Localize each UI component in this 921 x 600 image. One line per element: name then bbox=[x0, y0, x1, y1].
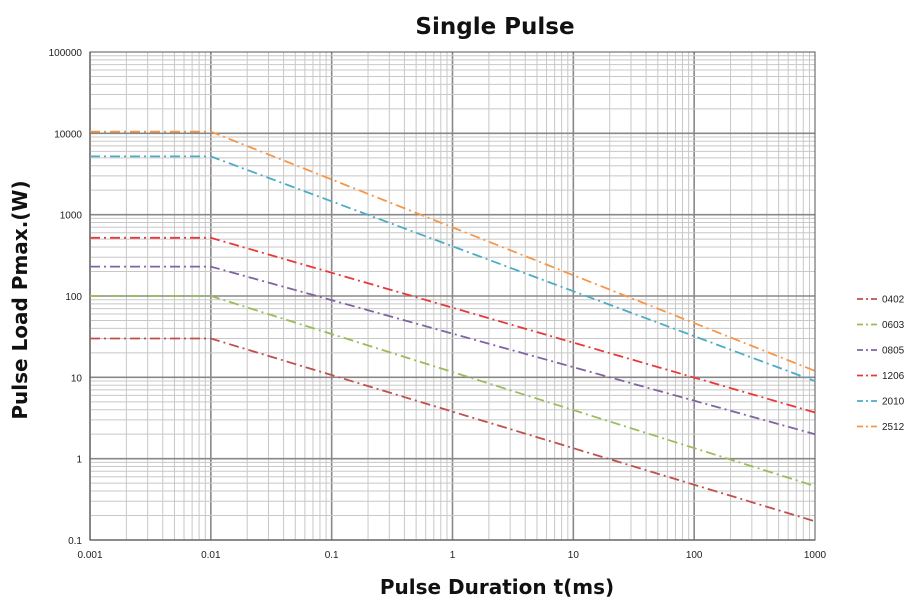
legend-label-1206: 1206 bbox=[882, 371, 905, 382]
legend-label-2010: 2010 bbox=[882, 397, 905, 408]
legend-label-2512: 2512 bbox=[882, 422, 905, 433]
x-tick-label: 10 bbox=[568, 550, 580, 561]
y-tick-label: 1000 bbox=[60, 211, 83, 222]
x-tick-label: 1 bbox=[450, 550, 456, 561]
tick-labels: 0.001 0.01 0.1 1 10 100 1000 0.1 1 10 100 1000 10000… bbox=[49, 48, 827, 561]
x-tick-label: 0.01 bbox=[201, 550, 221, 561]
y-tick-label: 1 bbox=[76, 455, 82, 466]
chart-title: Single Pulse bbox=[415, 14, 574, 40]
y-tick-label: 0.1 bbox=[68, 536, 82, 547]
x-tick-label: 0.001 bbox=[77, 550, 102, 561]
y-tick-label: 100 bbox=[65, 292, 82, 303]
y-tick-label: 10 bbox=[71, 373, 83, 384]
x-axis-title: Pulse Duration t(ms) bbox=[380, 575, 614, 599]
legend-label-0603: 0603 bbox=[882, 320, 905, 331]
y-axis-title: Pulse Load Pmax.(W) bbox=[8, 180, 32, 419]
x-tick-label: 1000 bbox=[804, 550, 827, 561]
y-tick-label: 100000 bbox=[49, 48, 83, 59]
legend-label-0805: 0805 bbox=[882, 346, 905, 357]
x-tick-label: 100 bbox=[686, 550, 703, 561]
y-tick-label: 10000 bbox=[54, 129, 82, 140]
x-tick-label: 0.1 bbox=[325, 550, 339, 561]
legend-label-0402: 0402 bbox=[882, 295, 905, 306]
legend: 0402 0603 0805 1206 2010 2512 bbox=[857, 295, 905, 434]
